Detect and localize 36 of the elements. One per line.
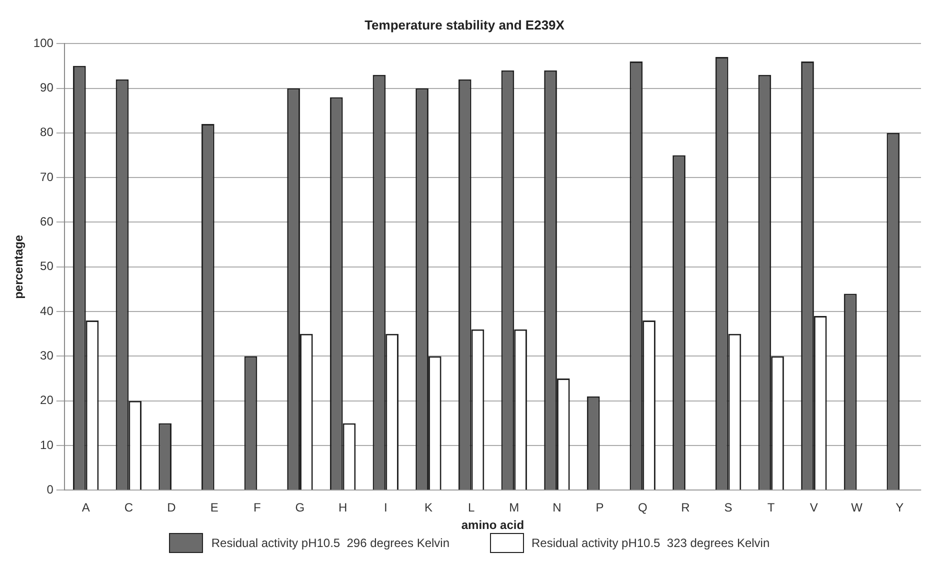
x-tick-label: W xyxy=(851,500,864,515)
x-tick-label: P xyxy=(596,500,604,515)
x-tick-label: Y xyxy=(896,500,904,515)
y-tick-label: 0 xyxy=(46,482,54,497)
legend-label: Residual activity pH10.5 296 degrees Kelvin xyxy=(211,536,450,550)
x-tick-label: K xyxy=(424,500,432,515)
x-tick-label: D xyxy=(167,500,176,515)
y-tick-label: 20 xyxy=(40,393,54,408)
x-tick-label: H xyxy=(338,500,348,515)
x-tick-label: A xyxy=(82,500,90,515)
x-tick-label: M xyxy=(509,500,520,515)
x-tick-label: T xyxy=(767,500,776,515)
y-tick-label: 40 xyxy=(40,304,54,318)
x-tick-label: N xyxy=(552,500,562,515)
x-tick-label: I xyxy=(384,500,388,515)
y-tick-label: 10 xyxy=(40,438,54,452)
y-axis-title: percentage xyxy=(12,234,26,299)
y-tick-label: 60 xyxy=(40,214,54,229)
x-tick-label: L xyxy=(468,500,475,515)
x-tick-label: S xyxy=(724,500,732,515)
y-tick-label: 50 xyxy=(40,259,54,274)
legend-label: Residual activity pH10.5 323 degrees Kelvin xyxy=(532,536,770,550)
y-tick-label: 90 xyxy=(40,80,54,95)
x-tick-label: V xyxy=(810,500,818,515)
chart-title: Temperature stability and E239X xyxy=(364,17,565,32)
x-tick-label: F xyxy=(253,500,261,515)
x-tick-label: C xyxy=(124,500,134,515)
y-tick-label: 30 xyxy=(40,348,54,363)
y-tick-label: 70 xyxy=(40,170,54,184)
y-tick-label: 80 xyxy=(40,125,54,140)
x-tick-label: R xyxy=(681,500,690,515)
x-tick-label: Q xyxy=(638,500,648,515)
x-tick-label: G xyxy=(295,500,305,515)
y-tick-label: 100 xyxy=(33,36,54,50)
x-tick-label: E xyxy=(210,500,218,515)
x-axis-title: amino acid xyxy=(461,518,524,532)
